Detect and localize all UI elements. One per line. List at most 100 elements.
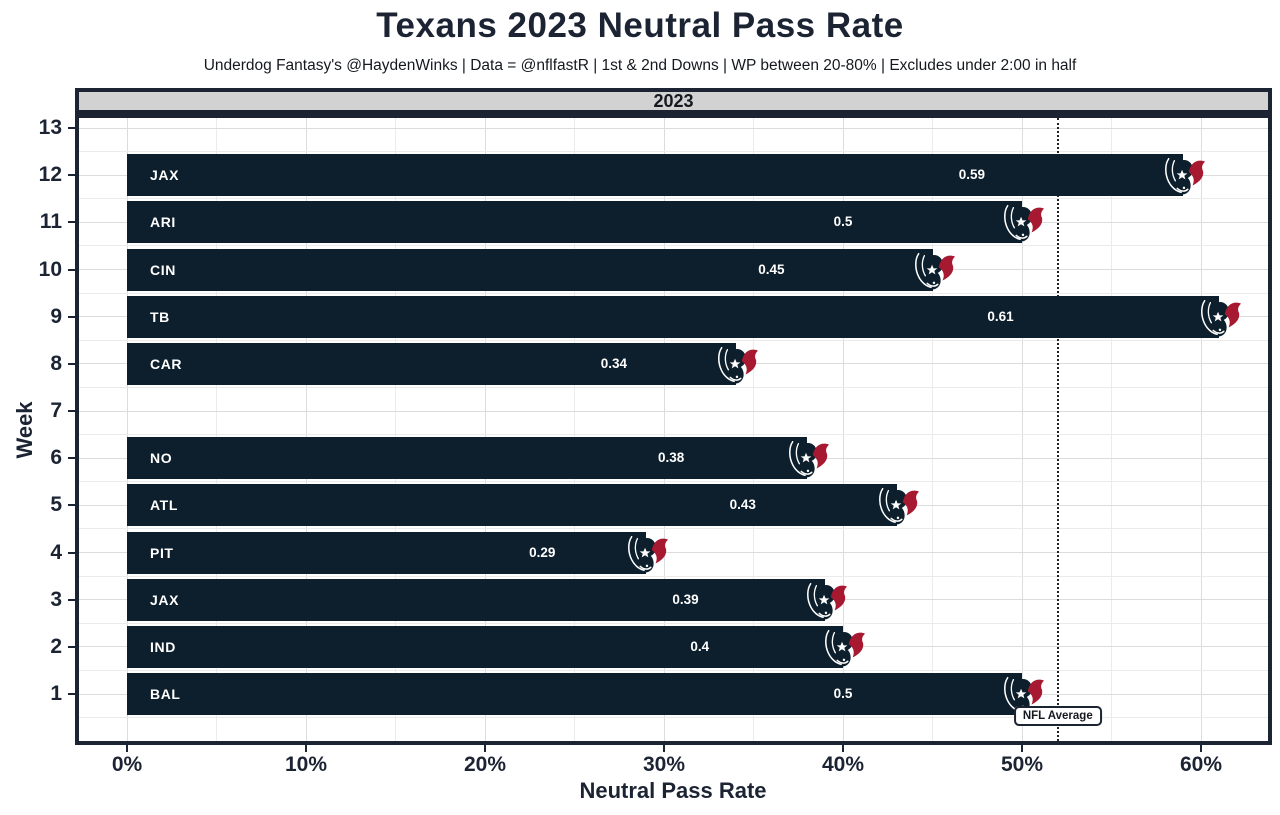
facet-strip: 2023	[75, 88, 1272, 114]
grid-line-horizontal	[79, 151, 1268, 153]
grid-line-horizontal	[79, 717, 1268, 719]
y-axis-tick-label: 1	[50, 682, 62, 706]
x-axis-tick	[126, 745, 128, 752]
grid-line-horizontal	[79, 528, 1268, 530]
grid-line-horizontal	[79, 339, 1268, 341]
bar-opponent-label: PIT	[150, 544, 174, 561]
grid-line-vertical	[663, 118, 665, 741]
grid-line-horizontal	[79, 575, 1268, 577]
grid-line-vertical	[574, 118, 575, 741]
texans-logo-icon	[1000, 202, 1044, 242]
bar-opponent-label: BAL	[150, 686, 181, 703]
x-axis-tick	[1021, 745, 1023, 752]
texans-logo-icon	[624, 532, 669, 573]
grid-line-vertical	[1200, 118, 1202, 741]
bar-value-label: 0.4	[690, 638, 710, 654]
plot-area: JAX 0.59 ARI 0.5 CIN 0.45 TB 0.61 CAR 0.34	[79, 118, 1268, 741]
grid-line-vertical	[395, 118, 396, 741]
bar-week-9: TB 0.61	[127, 295, 1219, 338]
bar-week-4: PIT 0.29	[127, 531, 647, 574]
chart-subtitle: Underdog Fantasy's @HaydenWinks | Data =…	[203, 57, 1077, 74]
nfl-average-label: NFL Average	[1013, 706, 1102, 726]
texans-logo-icon	[1197, 296, 1241, 337]
bar-value-label: 0.38	[658, 450, 685, 466]
texans-logo-icon	[911, 249, 955, 290]
y-axis-tick	[68, 693, 75, 696]
y-axis-tick-label: 11	[39, 210, 62, 234]
y-axis-tick-label: 10	[38, 257, 62, 281]
bar-week-3: JAX 0.39	[127, 578, 826, 621]
grid-line-vertical	[126, 118, 128, 741]
x-axis-tick-label: 0%	[111, 753, 143, 776]
y-axis-tick	[68, 362, 75, 365]
grid-line-horizontal	[79, 552, 1268, 554]
grid-line-horizontal	[79, 198, 1268, 200]
y-axis-title: Week	[12, 401, 37, 459]
grid-line-vertical	[1111, 118, 1112, 741]
y-axis-tick	[68, 127, 75, 129]
bar-opponent-label: JAX	[150, 167, 180, 184]
y-axis-tick-label: 3	[50, 587, 62, 611]
grid-line-vertical	[932, 118, 933, 741]
grid-line-horizontal	[79, 245, 1268, 247]
x-axis-tick-label: 50%	[1000, 753, 1044, 776]
texans-logo-icon	[1161, 154, 1206, 195]
texans-logo-icon	[785, 437, 830, 478]
bar-value-label: 0.61	[987, 308, 1014, 324]
grid-line-vertical	[753, 118, 754, 741]
y-axis-tick	[68, 457, 75, 460]
texans-logo-icon	[714, 343, 758, 384]
x-axis-tick	[1200, 745, 1202, 752]
x-axis-tick-label: 20%	[463, 753, 507, 776]
x-axis-tick	[305, 745, 307, 752]
bar-week-5: ATL 0.43	[127, 484, 897, 527]
y-axis-tick	[68, 174, 75, 177]
y-axis-tick-label: 4	[50, 540, 62, 564]
texans-logo-icon	[803, 579, 848, 620]
grid-line-vertical	[842, 118, 844, 741]
y-axis-tick	[68, 551, 75, 554]
grid-line-vertical	[484, 118, 486, 741]
y-axis-tick-label: 2	[50, 634, 62, 658]
bar-week-1: BAL 0.5	[127, 673, 1022, 716]
bar-value-label: 0.34	[600, 355, 628, 371]
bar-value-label: 0.5	[833, 214, 853, 230]
grid-line-horizontal	[79, 410, 1268, 412]
facet-label: 2023	[653, 90, 694, 111]
bar-value-label: 0.39	[672, 591, 699, 607]
texans-logo-icon	[875, 485, 919, 525]
bar-opponent-label: ATL	[150, 497, 178, 514]
y-axis-tick	[68, 598, 75, 601]
grid-line-vertical	[305, 118, 307, 741]
bar-opponent-label: TB	[150, 308, 170, 325]
y-axis-tick-label: 12	[38, 163, 62, 187]
bar-opponent-label: CAR	[150, 355, 183, 372]
bar-opponent-label: JAX	[150, 591, 180, 608]
chart-title: Texans 2023 Neutral Pass Rate	[376, 6, 904, 45]
y-axis-tick-label: 8	[50, 351, 62, 375]
x-axis-tick	[842, 745, 844, 752]
bar-value-label: 0.43	[729, 497, 756, 513]
y-axis-tick-label: 6	[50, 446, 62, 470]
y-axis-tick-label: 7	[50, 399, 62, 423]
y-axis-tick	[68, 504, 75, 507]
bar-value-label: 0.5	[833, 686, 853, 702]
texans-logo-icon	[821, 626, 865, 667]
grid-line-vertical	[216, 118, 217, 741]
grid-line-horizontal	[79, 434, 1268, 436]
bar-opponent-label: NO	[150, 450, 173, 467]
grid-line-horizontal	[79, 127, 1268, 129]
grid-line-horizontal	[79, 481, 1268, 483]
bar-week-10: CIN 0.45	[127, 248, 933, 291]
y-axis-tick	[68, 221, 75, 224]
y-axis-tick-label: 5	[50, 493, 62, 517]
grid-line-horizontal	[79, 622, 1268, 624]
bar-opponent-label: CIN	[150, 261, 176, 278]
grid-line-vertical	[1021, 118, 1023, 741]
y-axis-tick	[68, 268, 75, 271]
x-axis-tick-label: 10%	[284, 753, 328, 776]
bar-week-2: IND 0.4	[127, 625, 843, 668]
x-axis-tick-label: 30%	[642, 753, 686, 776]
y-axis-tick-label: 9	[50, 304, 62, 328]
